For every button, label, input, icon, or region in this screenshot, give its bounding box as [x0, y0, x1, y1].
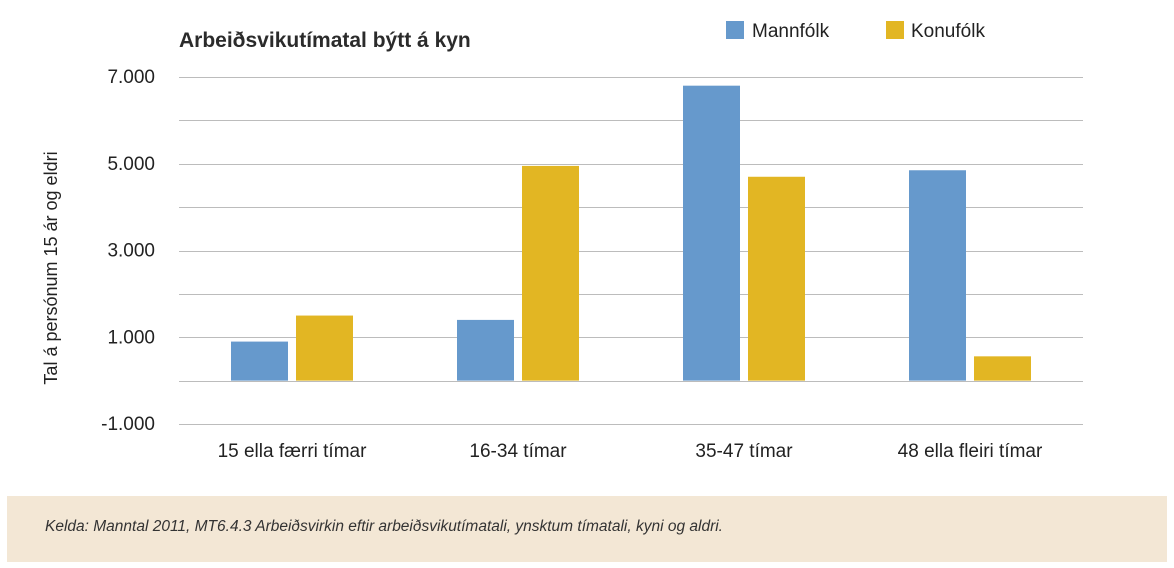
- x-category-label: 15 ella færri tímar: [218, 441, 368, 462]
- bar-mannfolk: [683, 85, 740, 381]
- bar-mannfolk: [231, 341, 288, 381]
- chart-title: Arbeiðsvikutímatal býtt á kyn: [179, 29, 471, 52]
- bar-mannfolk: [457, 319, 514, 381]
- source-note-box: Kelda: Manntal 2011, MT6.4.3 Arbeiðsvirk…: [7, 496, 1167, 562]
- source-note: Kelda: Manntal 2011, MT6.4.3 Arbeiðsvirk…: [45, 518, 723, 535]
- y-tick-label: -1.000: [101, 414, 155, 435]
- x-category-label: 48 ella fleiri tímar: [898, 441, 1043, 462]
- legend: Mannfólk Konufólk: [726, 21, 985, 42]
- x-category-label: 16-34 tímar: [469, 441, 567, 462]
- y-tick-label: 5.000: [107, 154, 155, 175]
- legend-swatch-konufolk: [886, 21, 904, 39]
- y-tick-label: 3.000: [107, 241, 155, 262]
- bar-chart: 7.000 5.000 3.000 1.000 -1.000 15 ella færri…: [41, 21, 1083, 462]
- legend-swatch-mannfolk: [726, 21, 744, 39]
- bar-konufolk: [296, 315, 353, 381]
- x-category-label: 35-47 tímar: [695, 441, 793, 462]
- y-axis-label: Tal á persónum 15 ár og eldri: [41, 151, 61, 384]
- y-tick-label: 7.000: [107, 67, 155, 88]
- bar-konufolk: [522, 165, 579, 381]
- y-tick-label: 1.000: [107, 327, 155, 348]
- x-category-labels: 15 ella færri tímar 16-34 tímar 35-47 tíma…: [218, 441, 1043, 462]
- bar-konufolk: [748, 176, 805, 381]
- y-tick-labels: 7.000 5.000 3.000 1.000 -1.000: [101, 67, 155, 435]
- legend-label-konufolk: Konufólk: [911, 21, 985, 42]
- legend-label-mannfolk: Mannfólk: [752, 21, 830, 42]
- bar-mannfolk: [909, 170, 966, 381]
- bar-konufolk: [974, 356, 1031, 381]
- bars: [231, 85, 1031, 381]
